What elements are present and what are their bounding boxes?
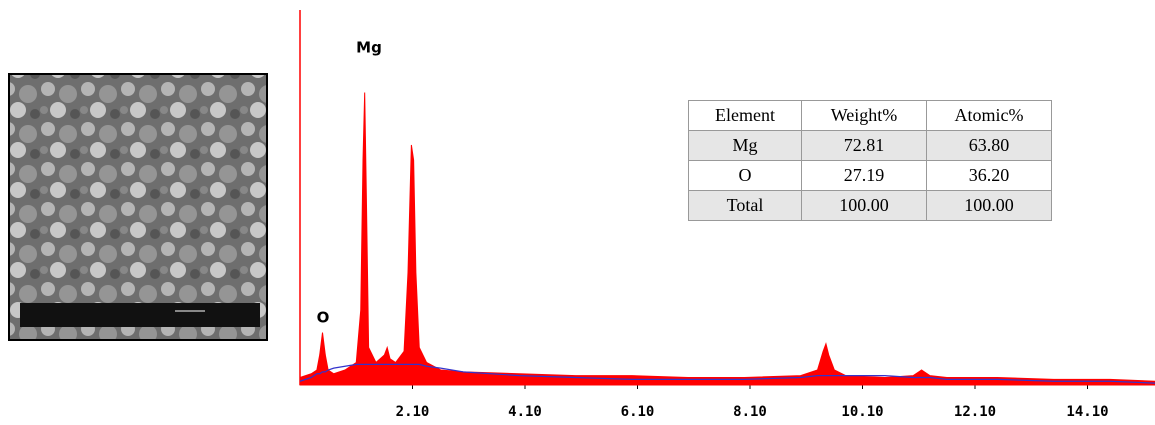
table-row: Mg 72.81 63.80 [688,130,1052,161]
cell: O [688,160,802,191]
composition-table: Element Weight% Atomic% Mg 72.81 63.80 O… [688,100,1052,221]
header-cell: Weight% [801,100,927,131]
sem-image [8,73,268,341]
cell: 63.80 [926,130,1052,161]
cell: 27.19 [801,160,927,191]
x-tick-label: 10.10 [841,404,883,420]
spectrum-area [299,92,1155,386]
x-tick-label: 12.10 [954,404,996,420]
table-row: O 27.19 36.20 [688,160,1052,191]
x-tick-label: 8.10 [733,404,767,420]
x-tick-label: 2.10 [396,404,430,420]
background-line [299,363,1155,384]
header-cell: Element [688,100,802,131]
x-tick-label: 4.10 [508,404,542,420]
cell: Total [688,190,802,221]
peak-label: Mg [356,39,382,57]
header-cell: Atomic% [926,100,1052,131]
x-tick-label: 6.10 [621,404,655,420]
peak-label: O [317,309,330,327]
cell: 72.81 [801,130,927,161]
cell: 100.00 [926,190,1052,221]
cell: 36.20 [926,160,1052,191]
cell: 100.00 [801,190,927,221]
x-tick-label: 14.10 [1066,404,1108,420]
table-header: Element Weight% Atomic% [688,100,1052,131]
cell: Mg [688,130,802,161]
table-row: Total 100.00 100.00 [688,190,1052,221]
